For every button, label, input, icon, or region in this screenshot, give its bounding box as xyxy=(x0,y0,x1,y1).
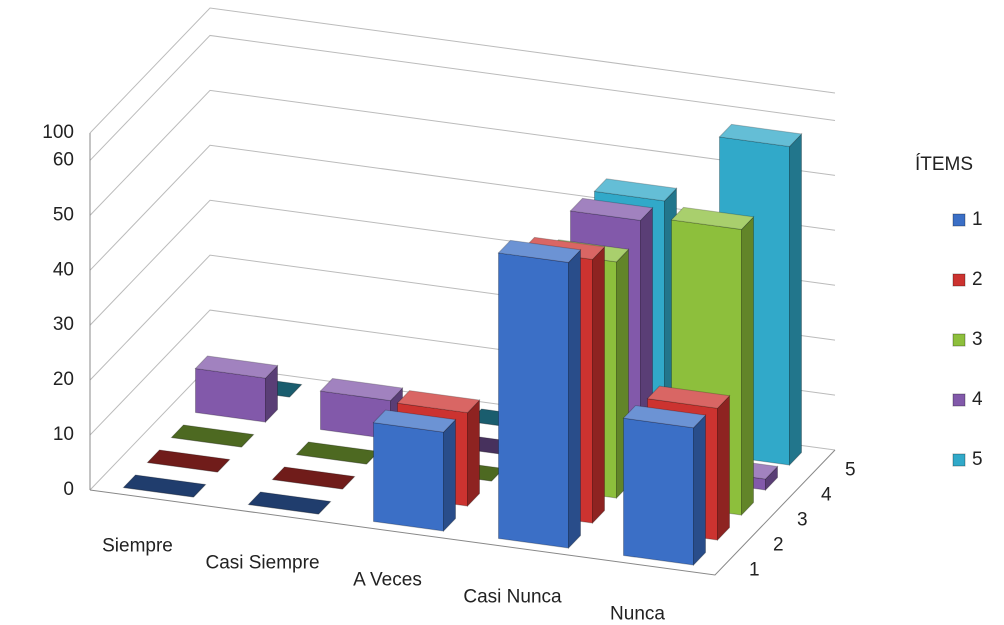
grid-line xyxy=(89,7,836,134)
bar-side-shade xyxy=(568,249,581,549)
bar-top xyxy=(593,178,678,202)
y-tick-label: 30 xyxy=(53,314,74,335)
legend-label: 3 xyxy=(972,329,983,350)
bar-top-shade xyxy=(594,178,677,201)
bar-top-shade xyxy=(171,424,254,448)
bar-side-shade xyxy=(717,395,730,541)
bar-top-shade xyxy=(195,356,278,379)
bar-top xyxy=(622,405,707,429)
x-tick-label: A Veces xyxy=(353,570,422,591)
legend-title: ÍTEMS xyxy=(915,154,973,175)
bar-side-shade xyxy=(443,419,456,532)
bar-side-shade xyxy=(789,133,802,466)
legend-label: 2 xyxy=(972,269,983,290)
y-tick-label: 100 xyxy=(42,122,74,143)
y-tick-label: 10 xyxy=(53,424,74,445)
legend-label: 4 xyxy=(972,389,983,410)
bar-top xyxy=(122,474,207,498)
bar-top-shade xyxy=(671,207,754,230)
legend-swatch xyxy=(952,333,966,347)
bar-side-shade xyxy=(265,365,278,423)
bar-top xyxy=(670,206,755,230)
legend-swatch xyxy=(952,273,966,287)
bar-top xyxy=(372,409,457,433)
bar-top-shade xyxy=(296,441,379,465)
bar-top-shade xyxy=(272,466,355,490)
y-tick-label: 40 xyxy=(53,259,74,280)
y-tick-label: 0 xyxy=(63,479,74,500)
legend-label: 1 xyxy=(972,209,983,230)
bar-top xyxy=(396,390,481,414)
x-tick-label: Casi Nunca xyxy=(463,587,562,608)
bar-side-shade xyxy=(467,400,480,507)
bar-top-shade xyxy=(373,410,456,433)
bar-top xyxy=(247,491,332,515)
bar-top-shade xyxy=(248,491,331,515)
bar xyxy=(373,422,444,532)
bar-top xyxy=(146,449,231,473)
z-tick-label: 2 xyxy=(773,535,784,556)
bar-top-shade xyxy=(647,386,730,409)
bar-top-shade xyxy=(498,240,581,263)
x-tick-label: Nunca xyxy=(610,604,665,625)
bar-side-shade xyxy=(693,415,706,566)
bar xyxy=(498,252,569,549)
z-tick-label: 3 xyxy=(797,510,808,531)
z-tick-label: 5 xyxy=(845,460,856,481)
bar-top xyxy=(170,424,255,448)
legend-swatch xyxy=(952,213,966,227)
grid-line xyxy=(89,34,836,161)
bar-top-shade xyxy=(320,378,403,401)
bar-top-shade xyxy=(147,449,230,473)
bar-top-shade xyxy=(623,405,706,428)
x-tick-label: Siempre xyxy=(102,536,173,557)
bar-top xyxy=(718,123,803,147)
bar-top-shade xyxy=(397,390,480,413)
legend-swatch xyxy=(952,453,966,467)
z-tick-label: 1 xyxy=(749,560,760,581)
bar-top-shade xyxy=(719,124,802,147)
bar xyxy=(623,417,694,566)
bar-top-shade xyxy=(570,198,653,221)
bar-top-shade xyxy=(123,474,206,498)
y-tick-label: 50 xyxy=(53,204,74,225)
bar-top xyxy=(497,239,582,263)
legend-swatch xyxy=(952,393,966,407)
bar-top xyxy=(569,197,654,221)
y-tick-label: 60 xyxy=(53,149,74,170)
bar-top xyxy=(646,385,731,409)
bar-side-shade xyxy=(765,466,778,491)
bar-side-shade xyxy=(592,246,605,524)
bar-top xyxy=(271,466,356,490)
bar-side-shade xyxy=(741,216,754,516)
legend-label: 5 xyxy=(972,449,983,470)
grid-line xyxy=(89,89,836,216)
z-tick-label: 4 xyxy=(821,485,832,506)
axis-line xyxy=(89,449,836,576)
y-tick-label: 20 xyxy=(53,369,74,390)
x-tick-label: Casi Siempre xyxy=(205,553,319,574)
bar-top xyxy=(319,378,404,402)
bar-top xyxy=(194,355,279,379)
